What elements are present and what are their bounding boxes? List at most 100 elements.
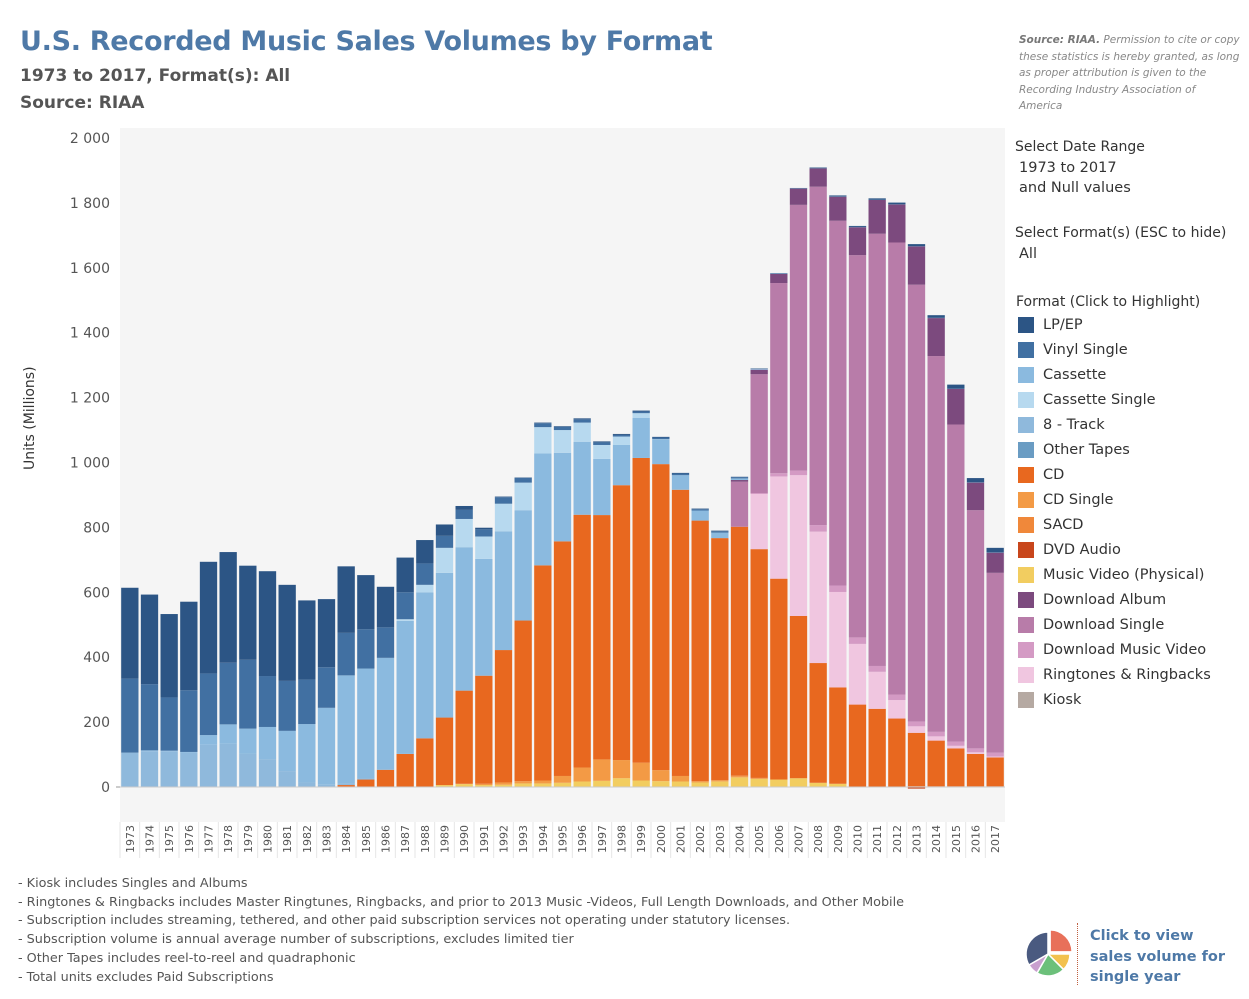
date-range-filter[interactable]: 1973 to 2017 and Null values [1019, 158, 1131, 198]
bar-segment-cassette [199, 735, 218, 745]
bar-segment-cd [435, 717, 454, 786]
x-tick-label: 2013 [911, 825, 924, 853]
legend-item[interactable]: CD Single [1018, 487, 1211, 512]
bar-segment-vinyl-single [455, 509, 473, 519]
x-tick-label: 2002 [694, 825, 707, 853]
bar-segment-sacd [730, 776, 749, 778]
bar-segment-download-album [789, 188, 808, 205]
bar-segment-cassette [514, 510, 532, 621]
bar-segment-8-track [199, 744, 218, 787]
x-tick-label: 1973 [124, 825, 137, 853]
bar-segment-cassette-single [553, 430, 572, 453]
bar-segment-download-single [848, 255, 867, 638]
bar-segment-8-track [180, 752, 198, 787]
bar-segment-ringtones-ringbacks [868, 671, 886, 709]
bar-segment-download-single [868, 233, 886, 666]
bar-segment-cd [357, 779, 375, 787]
x-tick-label: 1986 [380, 825, 393, 853]
bar-segment-download-single [809, 186, 827, 526]
legend-swatch [1018, 616, 1034, 633]
legend-item[interactable]: CD [1018, 462, 1211, 487]
bar-segment-lp-ep [966, 478, 985, 483]
single-year-pie-button[interactable] [1020, 926, 1076, 982]
bar-segment-music-video-physical- [494, 784, 513, 787]
bar-segment-cassette [435, 572, 454, 718]
legend-item[interactable]: Vinyl Single [1018, 337, 1211, 362]
page-title: U.S. Recorded Music Sales Volumes by For… [20, 26, 713, 57]
single-year-link[interactable]: Click to view sales volume for single ye… [1090, 928, 1226, 985]
bar-segment-cd-single [632, 762, 650, 781]
subtitle-source: Source: RIAA [20, 93, 145, 113]
bar-segment-music-video-physical- [632, 780, 650, 787]
bar-segment-lp-ep [258, 571, 277, 677]
bar-segment-download-music-video [907, 721, 926, 727]
legend-item[interactable]: 8 - Track [1018, 412, 1211, 437]
legend-item[interactable]: SACD [1018, 512, 1211, 537]
bar-segment-cd [494, 650, 513, 783]
bar-segment-vinyl-single [219, 662, 237, 725]
x-tick-label: 1992 [498, 825, 511, 853]
bar-segment-lp-ep [986, 547, 1004, 553]
bar-segment-download-album [848, 227, 867, 256]
bar-segment-cd [770, 578, 788, 780]
legend-item[interactable]: Ringtones & Ringbacks [1018, 662, 1211, 687]
bar-segment-download-music-video [809, 525, 827, 532]
legend-item[interactable]: DVD Audio [1018, 537, 1211, 562]
bar-segment-cd [888, 718, 906, 787]
format-filter-value[interactable]: All [1019, 246, 1037, 262]
bar-segment-music-video-physical- [475, 785, 493, 787]
bar-segment-download-single [986, 572, 1004, 753]
legend-swatch [1018, 591, 1034, 608]
legend-swatch [1018, 666, 1034, 683]
bar-segment-cassette-single [573, 422, 591, 442]
bar-segment-lp-ep [711, 530, 729, 532]
legend-label: Download Single [1043, 616, 1165, 633]
bar-segment-lp-ep [809, 167, 827, 169]
x-tick-label: 2004 [734, 825, 747, 853]
bar-segment-lp-ep [868, 198, 886, 200]
legend-item[interactable]: Music Video (Physical) [1018, 562, 1211, 587]
bar-segment-cd [534, 565, 552, 781]
bar-segment-download-single [829, 220, 847, 586]
bar-segment-lp-ep [593, 441, 611, 443]
legend-item[interactable]: LP/EP [1018, 312, 1211, 337]
legend-item[interactable]: Download Single [1018, 612, 1211, 637]
bar-segment-lp-ep [947, 384, 965, 389]
bar-segment-cassette [691, 510, 709, 521]
bar-segment-download-music-video [986, 752, 1004, 757]
bar-segment-music-video-physical- [534, 783, 552, 787]
bar-segment-download-music-video [927, 731, 945, 737]
legend-item[interactable]: Other Tapes [1018, 437, 1211, 462]
legend-item[interactable]: Cassette Single [1018, 387, 1211, 412]
bar-segment-vinyl-single [652, 437, 670, 440]
bar-segment-ringtones-ringbacks [888, 700, 906, 719]
legend: LP/EP Vinyl Single Cassette Cassette Single… [1018, 312, 1211, 712]
bar-segment-vinyl-single [416, 563, 434, 585]
x-tick-label: 1987 [399, 825, 412, 853]
bar-segment-cd [553, 541, 572, 776]
legend-item[interactable]: Kiosk [1018, 687, 1211, 712]
bar-segment-cd-single [573, 767, 591, 782]
x-tick-label: 2005 [753, 825, 766, 853]
bar-segment-vinyl-single [494, 497, 513, 504]
bar-segment-cd-single [711, 780, 729, 782]
bar-segment-music-video-physical- [612, 778, 631, 787]
bar-segment-vinyl-single [475, 529, 493, 537]
bar-segment-vinyl-single [671, 473, 690, 476]
bar-segment-lp-ep [907, 244, 926, 247]
legend-item[interactable]: Cassette [1018, 362, 1211, 387]
bar-segment-vinyl-single [160, 697, 178, 751]
bar-segment-8-track [278, 771, 296, 787]
bar-segment-cassette-single [593, 444, 611, 459]
bar-segment-lp-ep [121, 587, 139, 679]
legend-item[interactable]: Download Album [1018, 587, 1211, 612]
source-note: Source: RIAA. Permission to cite or copy… [1019, 32, 1241, 115]
y-tick-label: 600 [83, 585, 110, 601]
bar-segment-lp-ep [376, 586, 395, 628]
bar-segment-cd-single [514, 781, 532, 784]
bar-segment-cassette [730, 478, 749, 481]
bar-segment-8-track [357, 778, 375, 780]
legend-item[interactable]: Download Music Video [1018, 637, 1211, 662]
legend-swatch [1018, 466, 1034, 483]
bar-segment-vinyl-single [376, 627, 395, 658]
